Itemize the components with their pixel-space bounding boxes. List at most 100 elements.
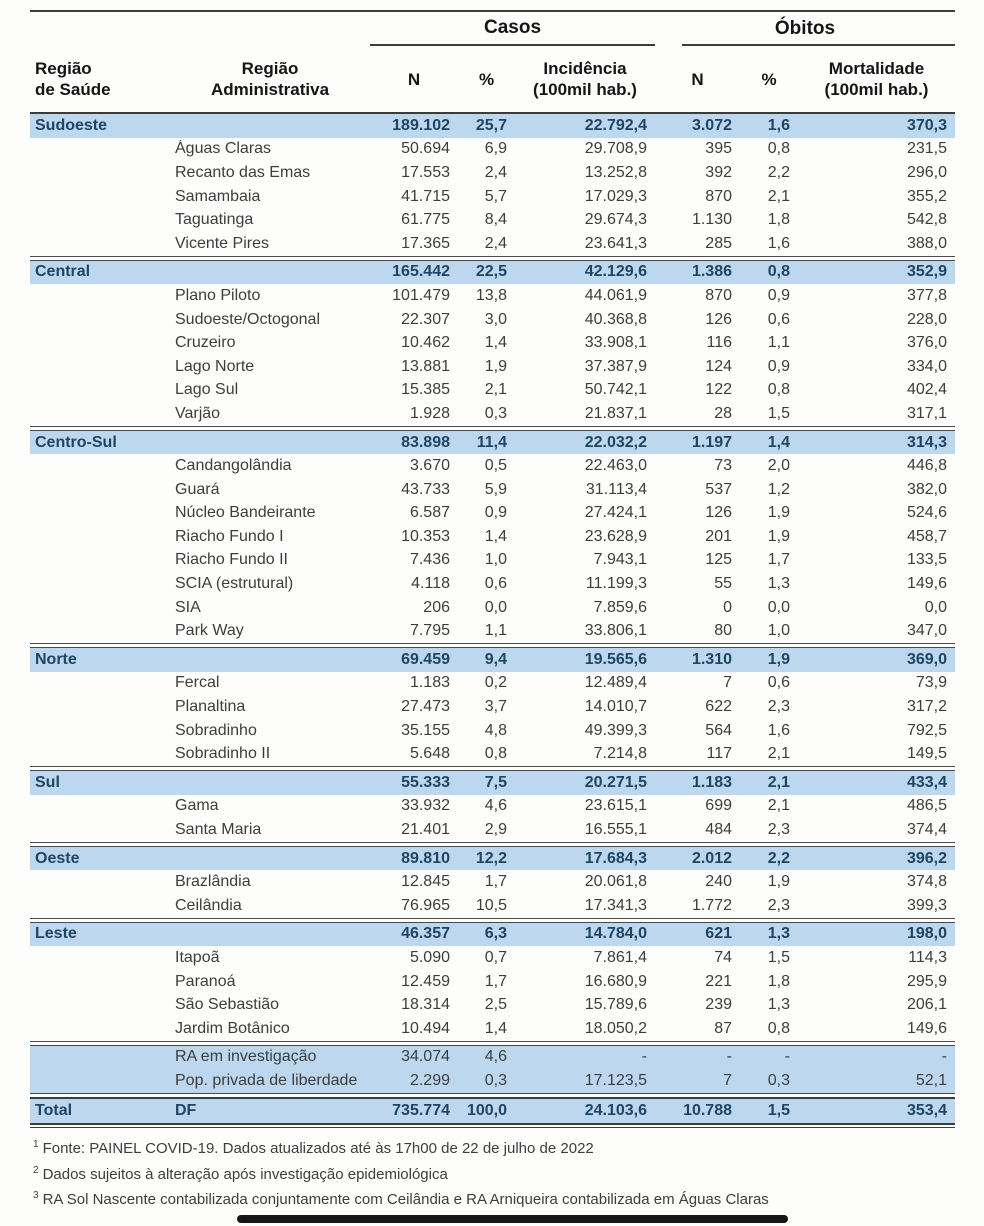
obitos-pct-cell: 2,1 — [767, 797, 790, 815]
obitos-n-cell: 0 — [723, 598, 732, 616]
obitos-pct-cell: 2,3 — [767, 698, 790, 716]
ra-row: Sudoeste/Octogonal 22.307 3,0 40.368,8 126 0,… — [30, 308, 955, 332]
ra-name-cell: Paranoá — [175, 972, 236, 990]
obitos-n-cell: 116 — [706, 334, 732, 352]
region-group: Sudoeste 189.102 25,7 22.792,4 3.072 1,6 370,3… — [30, 114, 955, 257]
table-bottom-rule — [30, 1125, 955, 1129]
incidencia-cell: 17.341,3 — [584, 896, 647, 914]
footnotes: 1 Fonte: PAINEL COVID-19. Dados atualizad… — [30, 1134, 955, 1211]
casos-pct-cell: 6,9 — [484, 140, 507, 158]
obitos-pct-cell: 0,9 — [767, 357, 790, 375]
incidencia-cell: 50.742,1 — [584, 381, 647, 399]
incidencia-cell: 23.628,9 — [584, 527, 647, 545]
ra-name-cell: Cruzeiro — [175, 334, 236, 352]
obitos-pct-cell: 2,1 — [767, 187, 790, 205]
mortalidade-cell: 149,6 — [906, 575, 947, 593]
obitos-pct-cell: 0,8 — [767, 140, 790, 158]
ra-name-cell: Park Way — [175, 622, 244, 640]
ra-row: Lago Sul 15.385 2,1 50.742,1 122 0,8 402,4 — [30, 379, 955, 403]
obitos-pct-cell: 0,6 — [767, 310, 790, 328]
ra-row: Núcleo Bandeirante 6.587 0,9 27.424,1 126 1,9… — [30, 502, 955, 526]
region-total-row: Sudoeste 189.102 25,7 22.792,4 3.072 1,6 370,3 — [30, 114, 955, 138]
obitos-n-cell: 28 — [714, 404, 732, 422]
mortalidade-cell: 296,0 — [906, 163, 947, 181]
obitos-pct-cell: 1,9 — [767, 527, 790, 545]
casos-pct-cell: 0,2 — [484, 674, 507, 692]
mortalidade-cell: 295,9 — [906, 972, 947, 990]
incidencia-cell: 17.029,3 — [584, 187, 647, 205]
obitos-n-cell: 870 — [705, 187, 732, 205]
obitos-n-cell: 240 — [705, 873, 732, 891]
obitos-pct-cell: 0,6 — [767, 674, 790, 692]
obitos-n-cell: 74 — [714, 948, 732, 966]
obitos-pct-cell: 0,9 — [767, 286, 790, 304]
ra-name-cell: Fercal — [175, 674, 220, 692]
obitos-n-cell: 1.772 — [691, 896, 732, 914]
incidencia-cell: 7.214,8 — [593, 745, 647, 763]
region-total-row: Oeste 89.810 12,2 17.684,3 2.012 2,2 396,2 — [30, 846, 955, 871]
mortalidade-cell: 314,3 — [906, 433, 947, 451]
obitos-n-cell: 484 — [705, 821, 732, 839]
ra-name-cell: São Sebastião — [175, 996, 280, 1014]
incidencia-cell: 22.032,2 — [584, 433, 647, 451]
obitos-pct-cell: 2,2 — [767, 849, 790, 867]
mortalidade-cell: 446,8 — [906, 457, 947, 475]
ra-name-cell: Candangolândia — [175, 457, 292, 475]
casos-n-cell: 165.442 — [392, 263, 450, 281]
casos-pct-cell: 0,3 — [484, 404, 507, 422]
casos-pct-cell: 10,5 — [475, 896, 507, 914]
mortalidade-cell: 370,3 — [906, 116, 947, 134]
incidencia-cell: 16.555,1 — [584, 821, 647, 839]
ra-row: Sobradinho II 5.648 0,8 7.214,8 117 2,1 149,5 — [30, 742, 955, 766]
ra-name-cell: Taguatinga — [175, 211, 254, 229]
ra-row: Varjão 1.928 0,3 21.837,1 28 1,5 317,1 — [30, 402, 955, 426]
casos-pct-cell: 1,9 — [484, 357, 507, 375]
casos-n-cell: 17.365 — [401, 234, 450, 252]
obitos-n-cell: 239 — [705, 996, 732, 1014]
casos-pct-cell: 4,8 — [484, 721, 507, 739]
obitos-pct-cell: 1,6 — [767, 234, 790, 252]
region-group: Oeste 89.810 12,2 17.684,3 2.012 2,2 396,2 Braz… — [30, 845, 955, 919]
ra-name-cell: Recanto das Emas — [175, 163, 311, 181]
total-label-cell: Total — [35, 1102, 73, 1119]
casos-n-cell: 5.090 — [409, 948, 450, 966]
region-name-cell: Sul — [35, 773, 60, 791]
casos-pct-cell: 12,2 — [475, 849, 507, 867]
casos-n-cell: 46.357 — [401, 925, 450, 943]
casos-pct-cell: 0,7 — [484, 948, 507, 966]
obitos-n-cell: 126 — [705, 310, 732, 328]
ra-row: SIA 206 0,0 7.859,6 0 0,0 0,0 — [30, 596, 955, 620]
mortalidade-cell: 73,9 — [915, 674, 947, 692]
obitos-pct-cell: 1,6 — [767, 116, 790, 134]
col-header-casos-n: N — [407, 69, 421, 89]
ra-name-cell: Águas Claras — [175, 140, 272, 158]
obitos-n-cell: 7 — [723, 1071, 732, 1089]
region-name-cell: Centro-Sul — [35, 433, 117, 451]
incidencia-cell: 20.271,5 — [584, 773, 647, 791]
obitos-n-cell: 126 — [705, 504, 732, 522]
casos-n-cell: 41.715 — [401, 187, 450, 205]
bottom-scrollbar-thumb[interactable] — [237, 1215, 788, 1223]
col-header-obitos-n: N — [691, 69, 704, 89]
casos-n-cell: 27.473 — [401, 698, 450, 716]
ra-row: Ceilândia 76.965 10,5 17.341,3 1.772 2,3 399,3 — [30, 894, 955, 918]
obitos-n-cell: 117 — [706, 745, 732, 763]
ra-name-cell: Plano Piloto — [175, 286, 261, 304]
obitos-pct-cell: 1,9 — [767, 650, 790, 668]
casos-n-cell: 3.670 — [409, 457, 450, 475]
ra-row: Park Way 7.795 1,1 33.806,1 80 1,0 347,0 — [30, 619, 955, 643]
region-name-cell: Oeste — [35, 849, 80, 867]
ra-name-cell: Gama — [175, 797, 219, 815]
region-name-cell: Central — [35, 263, 91, 281]
obitos-pct-cell: 1,5 — [767, 404, 790, 422]
region-total-row: Norte 69.459 9,4 19.565,6 1.310 1,9 369,0 — [30, 648, 955, 672]
incidencia-cell: 23.641,3 — [584, 234, 647, 252]
obitos-n-cell: 564 — [705, 721, 732, 739]
casos-pct-cell: 22,5 — [475, 263, 507, 281]
mortalidade-cell: 206,1 — [906, 996, 947, 1014]
obitos-pct-cell: 1,8 — [767, 972, 790, 990]
ra-row: Jardim Botânico 10.494 1,4 18.050,2 87 0,8 149… — [30, 1017, 955, 1041]
obitos-n-cell: 1.197 — [691, 433, 732, 451]
extra-row: Pop. privada de liberdade 2.299 0,3 17.123,… — [30, 1069, 955, 1093]
ra-name-cell: Lago Sul — [175, 381, 239, 399]
